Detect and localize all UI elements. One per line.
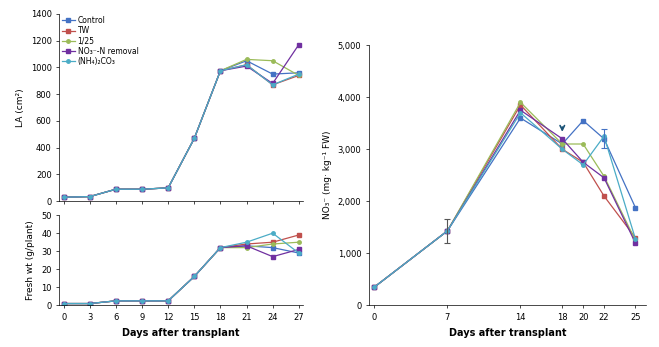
1/25 — [86, 195, 94, 199]
(NH₄)₂CO₃ — [295, 72, 302, 76]
Control — [269, 72, 277, 76]
1/25 — [112, 187, 120, 191]
TW — [295, 73, 302, 77]
TW — [269, 83, 277, 87]
1/25 — [164, 186, 172, 190]
Line: 1/25: 1/25 — [62, 58, 301, 199]
TW — [243, 63, 250, 67]
Line: TW: TW — [62, 63, 301, 199]
(NH₄)₂CO₃ — [164, 186, 172, 190]
(NH₄)₂CO₃ — [243, 63, 250, 67]
(NH₄)₂CO₃ — [269, 83, 277, 87]
(NH₄)₂CO₃ — [138, 187, 146, 191]
Control — [60, 195, 68, 199]
Y-axis label: LA (cm²): LA (cm²) — [16, 88, 25, 127]
NO₃⁻-N removal — [86, 195, 94, 199]
1/25 — [60, 195, 68, 199]
Control — [295, 71, 302, 75]
TW — [190, 136, 198, 141]
Legend: Control, TW, 1/25, NO₃⁻-N removal, (NH₄)₂CO₃: Control, TW, 1/25, NO₃⁻-N removal, (NH₄)… — [61, 16, 138, 66]
Control — [86, 195, 94, 199]
NO₃⁻-N removal — [243, 64, 250, 68]
NO₃⁻-N removal — [164, 186, 172, 190]
(NH₄)₂CO₃ — [86, 195, 94, 199]
TW — [138, 187, 146, 191]
Control — [112, 187, 120, 191]
NO₃⁻-N removal — [138, 187, 146, 191]
Control — [243, 59, 250, 63]
TW — [164, 186, 172, 190]
1/25 — [269, 59, 277, 63]
NO₃⁻-N removal — [60, 195, 68, 199]
1/25 — [190, 136, 198, 141]
Line: (NH₄)₂CO₃: (NH₄)₂CO₃ — [62, 63, 301, 199]
Control — [190, 136, 198, 141]
1/25 — [138, 187, 146, 191]
Y-axis label: NO₃⁻ (mg· kg⁻¹ FW): NO₃⁻ (mg· kg⁻¹ FW) — [323, 131, 332, 220]
NO₃⁻-N removal — [190, 136, 198, 141]
1/25 — [216, 69, 224, 73]
NO₃⁻-N removal — [216, 69, 224, 73]
1/25 — [295, 73, 302, 77]
Line: NO₃⁻-N removal: NO₃⁻-N removal — [62, 43, 301, 199]
Control — [138, 187, 146, 191]
(NH₄)₂CO₃ — [190, 136, 198, 141]
(NH₄)₂CO₃ — [216, 69, 224, 73]
TW — [112, 187, 120, 191]
NO₃⁻-N removal — [269, 82, 277, 86]
Control — [216, 69, 224, 73]
TW — [60, 195, 68, 199]
NO₃⁻-N removal — [112, 187, 120, 191]
(NH₄)₂CO₃ — [60, 195, 68, 199]
Line: Control: Control — [62, 59, 301, 199]
1/25 — [243, 57, 250, 61]
(NH₄)₂CO₃ — [112, 187, 120, 191]
X-axis label: Days after transplant: Days after transplant — [449, 328, 566, 338]
X-axis label: Days after transplant: Days after transplant — [123, 328, 240, 338]
TW — [86, 195, 94, 199]
TW — [216, 69, 224, 73]
Y-axis label: Fresh wt (g/plant): Fresh wt (g/plant) — [26, 220, 36, 300]
Control — [164, 186, 172, 190]
NO₃⁻-N removal — [295, 43, 302, 47]
